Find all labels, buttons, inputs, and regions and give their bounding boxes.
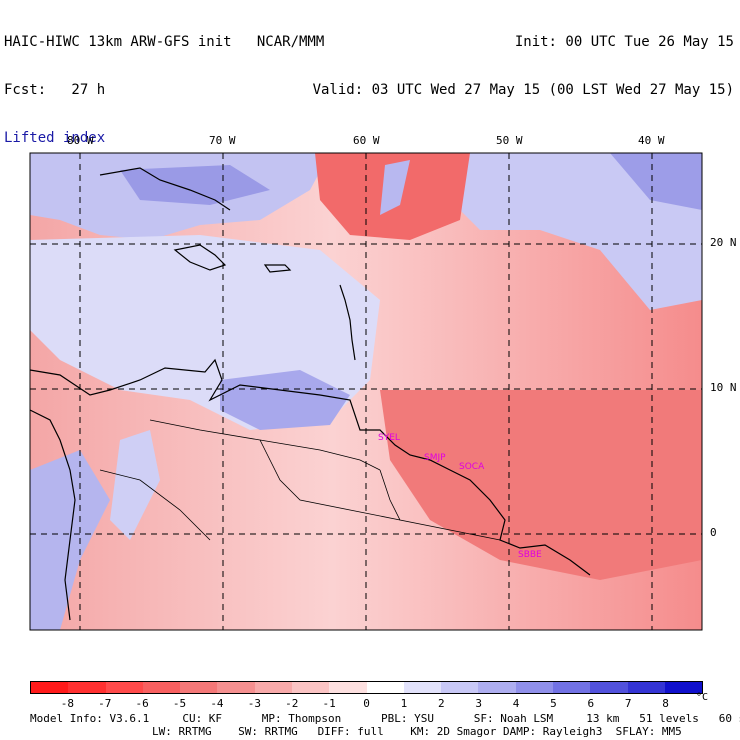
city-label-smjp: SMJP (424, 453, 446, 463)
coastlines (29, 167, 591, 621)
colorbar-swatch (291, 682, 330, 693)
field-name: Lifted index (4, 130, 106, 146)
colorbar-swatch (590, 682, 628, 693)
stable-core-north (120, 165, 270, 205)
stable-core-caribbean (220, 370, 350, 430)
lon-label-60w: 60 W (353, 134, 380, 147)
colorbar-swatch (180, 682, 218, 693)
colorbar-tick-label: -4 (210, 697, 224, 710)
colorbar (30, 681, 703, 694)
lon-label-80w: 80 W (67, 134, 94, 147)
colorbar-swatch (478, 682, 516, 693)
header-right: Init: 00 UTC Tue 26 May 15 Valid: 03 UTC… (313, 2, 734, 114)
colorbar-swatch (254, 682, 292, 693)
colorbar-tick-label: 0 (363, 697, 370, 710)
colorbar-tick-label: -3 (247, 697, 261, 710)
city-labels: SYEL SMJP SOCA SBBE (378, 433, 542, 560)
colorbar-swatch (68, 682, 106, 693)
colorbar-swatch (105, 682, 143, 693)
city-label-syel: SYEL (378, 433, 400, 443)
lifted-index-map: SYEL SMJP SOCA SBBE (29, 152, 703, 631)
init-time: Init: 00 UTC Tue 26 May 15 (514, 34, 734, 50)
colorbar-swatch (217, 682, 255, 693)
header-left: HAIC-HIWC 13km ARW-GFS init NCAR/MMM Fcs… (4, 2, 324, 162)
colorbar-tick-label: 4 (512, 697, 520, 710)
colorbar-tick-label: 8 (662, 697, 669, 710)
colorbar-swatch (627, 682, 665, 693)
stable-core-northeast (610, 153, 702, 210)
colorbar-tick-label: 7 (624, 697, 632, 710)
colorbar-tick-label: 5 (550, 697, 557, 710)
model-info-line1: Model Info: V3.6.1 CU: KF MP: Thompson P… (30, 712, 740, 725)
country-borders (99, 419, 501, 541)
colorbar-tick-label: 6 (587, 697, 595, 710)
model-title: HAIC-HIWC 13km ARW-GFS init NCAR/MMM (4, 34, 325, 50)
colorbar-tick-label: -1 (322, 697, 336, 710)
colorbar-tick-label: -6 (135, 697, 149, 710)
lat-lon-grid (30, 153, 702, 630)
colorbar-tick-label: -8 (60, 697, 74, 710)
lat-label-20n: 20 N (710, 236, 737, 249)
stable-andes (110, 430, 160, 540)
colorbar-tick-label: 2 (437, 697, 445, 710)
colorbar-swatch (403, 682, 442, 693)
colorbar-tick-label: -2 (285, 697, 299, 710)
lon-label-70w: 70 W (209, 134, 236, 147)
colorbar-tick-label: 3 (475, 697, 482, 710)
city-label-soca: SOCA (459, 462, 485, 472)
colorbar-swatch (441, 682, 479, 693)
colorbar-tick-label: -5 (172, 697, 187, 710)
lat-label-10n: 10 N (710, 381, 737, 394)
city-label-sbbe: SBBE (518, 550, 542, 560)
colorbar-swatch (664, 682, 703, 693)
colorbar-swatch (329, 682, 367, 693)
colorbar-unit: °C (696, 692, 709, 703)
colorbar-tick-label: 1 (400, 697, 408, 710)
lon-label-40w: 40 W (638, 134, 665, 147)
stable-region-northeast (450, 153, 702, 310)
colorbar-swatch (366, 682, 404, 693)
colorbar-swatch (552, 682, 591, 693)
colorbar-swatch (515, 682, 553, 693)
valid-time: Valid: 03 UTC Wed 27 May 15 (00 LST Wed … (312, 82, 734, 98)
forecast-hour: Fcst: 27 h (4, 82, 106, 98)
lat-label-0: 0 (710, 526, 717, 539)
colorbar-tick-label: -7 (98, 697, 112, 710)
stable-pocket-north (380, 160, 410, 215)
model-info-line2: LW: RRTMG SW: RRTMG DIFF: full KM: 2D Sm… (152, 725, 682, 738)
map-frame (29, 152, 703, 631)
colorbar-swatch (31, 682, 69, 693)
lon-label-50w: 50 W (496, 134, 523, 147)
colorbar-swatch (142, 682, 181, 693)
